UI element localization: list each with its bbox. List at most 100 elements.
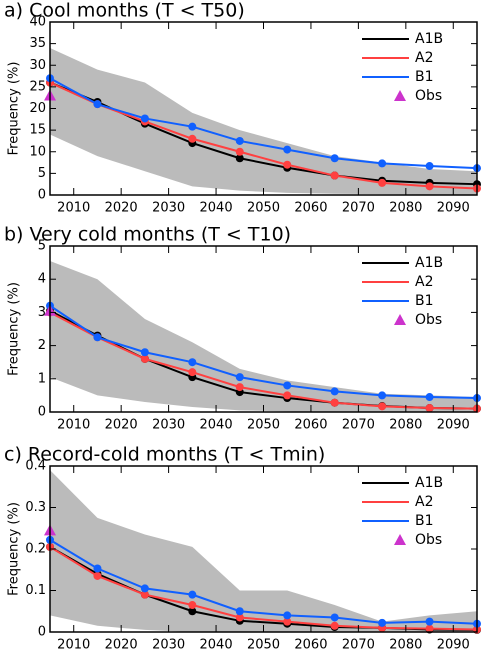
y-axis-label: Frequency (%) xyxy=(7,502,22,596)
legend-swatch xyxy=(394,314,406,325)
y-axis-label: Frequency (%) xyxy=(7,62,22,156)
point xyxy=(378,618,387,627)
point xyxy=(283,391,292,400)
point xyxy=(93,100,102,109)
legend-swatch xyxy=(394,534,406,545)
x-tick-label: 2010 xyxy=(57,418,90,433)
range-band xyxy=(50,260,477,412)
x-tick-label: 2040 xyxy=(200,638,233,653)
y-tick-label: 0.2 xyxy=(25,542,46,557)
legend-label: A2 xyxy=(415,50,433,66)
y-tick-label: 1 xyxy=(38,371,46,386)
x-tick-label: 2060 xyxy=(294,418,327,433)
point xyxy=(330,171,339,180)
y-tick-label: 40 xyxy=(29,15,46,30)
point xyxy=(283,611,292,620)
point xyxy=(235,607,244,616)
point xyxy=(425,162,434,171)
y-tick-label: 0.3 xyxy=(25,500,46,515)
x-tick-label: 2070 xyxy=(342,201,375,216)
point xyxy=(425,624,434,633)
x-tick-label: 2070 xyxy=(342,638,375,653)
x-tick-label: 2060 xyxy=(294,201,327,216)
point xyxy=(330,621,339,630)
y-tick-label: 20 xyxy=(29,101,46,116)
point xyxy=(235,154,244,163)
y-tick-label: 25 xyxy=(29,79,46,94)
x-tick-label: 2080 xyxy=(389,418,422,433)
point xyxy=(330,398,339,407)
point xyxy=(93,333,102,342)
x-tick-label: 2010 xyxy=(57,201,90,216)
y-tick-label: 10 xyxy=(29,144,46,159)
point xyxy=(235,383,244,392)
x-tick-label: 2040 xyxy=(200,418,233,433)
point xyxy=(425,617,434,626)
panel-title: b) Very cold months (T < T10) xyxy=(4,224,291,246)
point xyxy=(283,145,292,154)
x-tick-label: 2080 xyxy=(389,638,422,653)
point xyxy=(188,358,197,367)
point xyxy=(235,373,244,382)
point xyxy=(378,402,387,411)
point xyxy=(330,387,339,396)
x-tick-label: 2020 xyxy=(105,638,138,653)
legend-label: Obs xyxy=(415,532,442,548)
series-line xyxy=(49,539,478,625)
point xyxy=(188,134,197,143)
y-tick-label: 30 xyxy=(29,58,46,73)
x-tick-label: 2090 xyxy=(437,418,470,433)
x-tick-label: 2070 xyxy=(342,418,375,433)
legend-label: Obs xyxy=(415,88,442,104)
point xyxy=(140,354,149,363)
point xyxy=(330,613,339,622)
legend-label: B1 xyxy=(415,69,434,85)
point xyxy=(140,584,149,593)
series-line xyxy=(49,304,478,400)
x-tick-label: 2060 xyxy=(294,638,327,653)
y-tick-label: 2 xyxy=(38,338,46,353)
point xyxy=(283,617,292,626)
y-tick-label: 3 xyxy=(38,305,46,320)
panel-title: a) Cool months (T < T50) xyxy=(4,0,245,22)
point xyxy=(378,159,387,168)
point xyxy=(93,571,102,580)
legend-label: A2 xyxy=(415,494,433,510)
point xyxy=(235,613,244,622)
x-tick-label: 2050 xyxy=(247,201,280,216)
point xyxy=(93,564,102,573)
x-tick-label: 2080 xyxy=(389,201,422,216)
y-tick-label: 0 xyxy=(38,188,46,203)
y-tick-label: 35 xyxy=(29,36,46,51)
point xyxy=(140,114,149,123)
point xyxy=(378,391,387,400)
point xyxy=(283,160,292,169)
x-tick-label: 2090 xyxy=(437,638,470,653)
x-tick-label: 2030 xyxy=(152,638,185,653)
legend-label: B1 xyxy=(415,293,434,309)
y-axis-label: Frequency (%) xyxy=(7,282,22,376)
point xyxy=(188,607,197,616)
point xyxy=(235,147,244,156)
legend-label: A1B xyxy=(415,31,443,47)
x-tick-label: 2050 xyxy=(247,638,280,653)
y-tick-label: 0 xyxy=(38,405,46,420)
x-tick-label: 2040 xyxy=(200,201,233,216)
x-tick-label: 2020 xyxy=(105,418,138,433)
point xyxy=(378,178,387,187)
legend-swatch xyxy=(394,90,406,101)
y-tick-label: 0.4 xyxy=(25,459,46,474)
x-tick-label: 2010 xyxy=(57,638,90,653)
y-tick-label: 15 xyxy=(29,123,46,138)
point xyxy=(140,590,149,599)
y-tick-label: 4 xyxy=(38,272,46,287)
point xyxy=(140,348,149,357)
point xyxy=(188,368,197,377)
y-tick-label: 0.1 xyxy=(25,583,46,598)
panel-title: c) Record-cold months (T < Tmin) xyxy=(4,444,325,466)
legend-label: A1B xyxy=(415,255,443,271)
point xyxy=(188,601,197,610)
point xyxy=(425,182,434,191)
legend-label: A2 xyxy=(415,274,433,290)
